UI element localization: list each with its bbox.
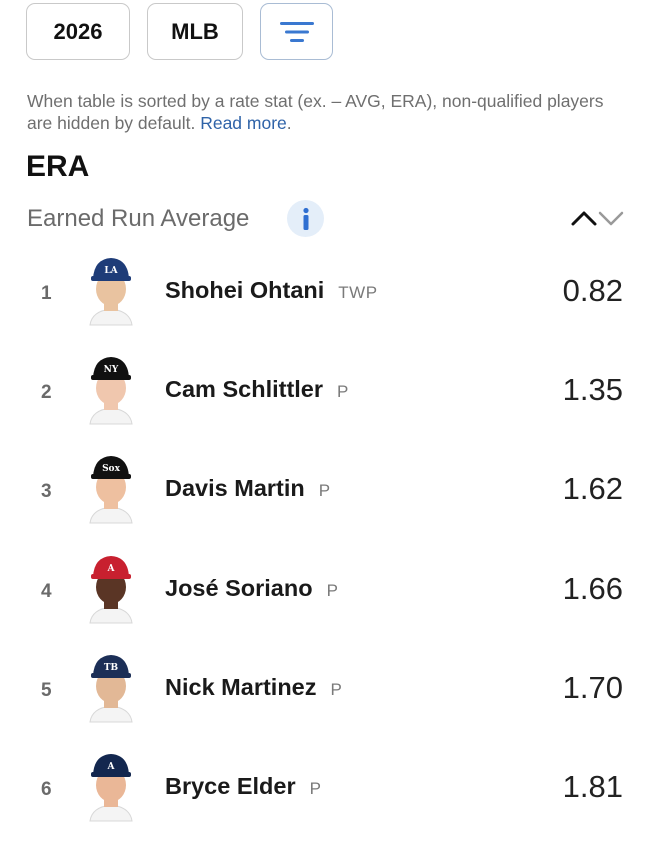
player-name-text[interactable]: Davis Martin xyxy=(165,475,305,501)
sort-ascending-icon[interactable] xyxy=(571,211,597,226)
player-row[interactable]: 4 A José Soriano P 1.66 xyxy=(0,545,650,644)
player-rank: 3 xyxy=(41,481,52,502)
player-name-text[interactable]: Shohei Ohtani xyxy=(165,277,325,303)
sort-toggle[interactable] xyxy=(570,204,625,232)
filter-bar: 2026 MLB xyxy=(26,3,333,60)
info-icon xyxy=(302,207,309,230)
player-row[interactable]: 1 LA Shohei Ohtani TWP 0.82 xyxy=(0,247,650,346)
player-headshot[interactable]: NY xyxy=(82,352,140,426)
svg-text:TB: TB xyxy=(104,663,119,673)
player-position: P xyxy=(318,481,331,500)
player-position: P xyxy=(337,382,349,401)
svg-text:A: A xyxy=(107,564,116,574)
svg-text:NY: NY xyxy=(104,365,119,375)
player-headshot[interactable]: LA xyxy=(82,253,140,327)
player-name[interactable]: Bryce Elder P xyxy=(165,773,321,800)
player-rank: 2 xyxy=(41,382,52,403)
player-rank: 5 xyxy=(41,680,52,701)
player-name[interactable]: Davis Martin P xyxy=(165,475,331,502)
player-name[interactable]: Nick Martinez P xyxy=(165,674,342,701)
stat-title: ERA xyxy=(26,150,90,183)
info-button[interactable] xyxy=(287,200,324,237)
player-name[interactable]: Shohei Ohtani TWP xyxy=(165,277,378,304)
sort-descending-icon[interactable] xyxy=(598,211,624,226)
player-rank: 1 xyxy=(41,283,52,304)
stat-value: 1.70 xyxy=(562,670,623,705)
player-name-text[interactable]: Cam Schlittler xyxy=(165,376,324,402)
player-name[interactable]: Cam Schlittler P xyxy=(165,376,349,403)
stat-subtitle: Earned Run Average xyxy=(27,205,250,232)
stat-value: 1.62 xyxy=(562,471,623,506)
note-text: When table is sorted by a rate stat (ex.… xyxy=(27,91,604,133)
player-position: TWP xyxy=(338,283,378,302)
rate-stat-note: When table is sorted by a rate stat (ex.… xyxy=(27,90,617,134)
stat-value: 0.82 xyxy=(562,273,623,308)
stat-value: 1.66 xyxy=(562,571,623,606)
filter-icon xyxy=(279,21,314,42)
read-more-link[interactable]: Read more xyxy=(200,113,287,133)
player-headshot[interactable]: A xyxy=(82,551,140,625)
player-rank: 6 xyxy=(41,779,52,800)
league-select[interactable]: MLB xyxy=(147,3,243,60)
player-position: P xyxy=(326,581,339,600)
player-name-text[interactable]: Nick Martinez xyxy=(165,674,317,700)
player-name-text[interactable]: José Soriano xyxy=(165,575,313,601)
player-row[interactable]: 3 Sox Davis Martin P 1.62 xyxy=(0,445,650,544)
player-headshot[interactable]: TB xyxy=(82,650,140,724)
svg-text:A: A xyxy=(107,762,116,772)
svg-text:Sox: Sox xyxy=(102,464,121,474)
player-row[interactable]: 2 NY Cam Schlittler P 1.35 xyxy=(0,346,650,445)
season-select[interactable]: 2026 xyxy=(26,3,130,60)
player-name-text[interactable]: Bryce Elder xyxy=(165,773,296,799)
player-rank: 4 xyxy=(41,581,52,602)
svg-text:LA: LA xyxy=(104,266,118,276)
player-headshot[interactable]: A xyxy=(82,749,140,823)
filter-button[interactable] xyxy=(260,3,333,60)
player-position: P xyxy=(330,680,343,699)
stat-value: 1.81 xyxy=(562,769,623,804)
player-name[interactable]: José Soriano P xyxy=(165,575,338,602)
note-suffix: . xyxy=(286,113,292,133)
player-row[interactable]: 5 TB Nick Martinez P 1.70 xyxy=(0,644,650,743)
player-headshot[interactable]: Sox xyxy=(82,451,140,525)
stat-value: 1.35 xyxy=(562,372,623,407)
player-position: P xyxy=(309,779,322,798)
player-row[interactable]: 6 A Bryce Elder P 1.81 xyxy=(0,743,650,842)
